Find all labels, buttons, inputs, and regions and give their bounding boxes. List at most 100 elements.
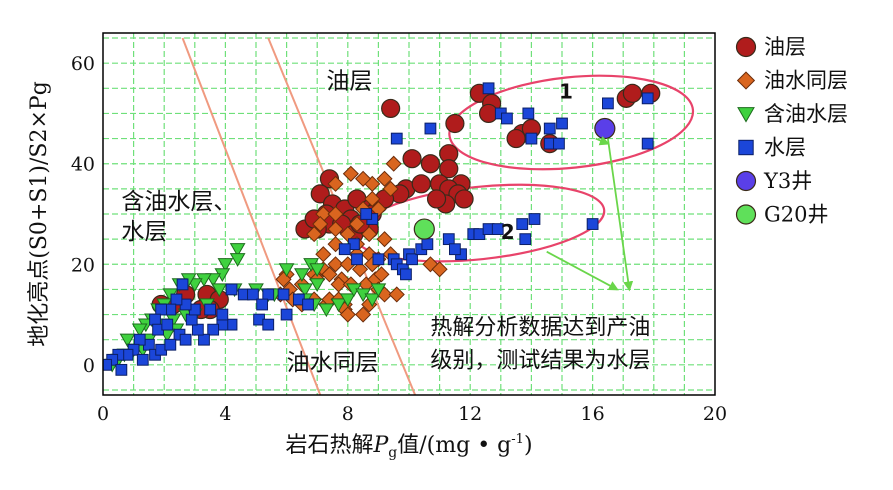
data-point xyxy=(382,180,399,197)
data-point xyxy=(119,333,136,348)
data-point xyxy=(421,238,434,251)
data-point xyxy=(278,263,295,277)
plot-frame xyxy=(102,32,716,396)
y-tick-label: 0 xyxy=(83,355,95,377)
data-point xyxy=(327,236,344,253)
data-point xyxy=(501,112,513,125)
data-point xyxy=(445,113,465,134)
annotation-text: 油水同层 xyxy=(287,350,379,376)
data-point xyxy=(406,253,418,266)
legend-marker xyxy=(735,170,757,192)
cluster-label: 1 xyxy=(559,79,573,103)
data-point xyxy=(506,128,526,149)
legend-marker xyxy=(735,204,757,225)
arrow xyxy=(607,138,634,292)
data-point xyxy=(339,226,356,243)
data-points xyxy=(103,82,661,376)
x-axis-title-end: ) xyxy=(524,433,533,458)
data-point xyxy=(553,137,565,150)
data-point xyxy=(191,323,204,336)
data-point xyxy=(381,98,401,119)
data-point xyxy=(262,318,275,331)
data-point xyxy=(103,358,112,371)
data-point xyxy=(355,306,372,323)
data-point xyxy=(385,155,402,172)
x-tick-label: 16 xyxy=(581,403,605,425)
legend-label: 油水同层 xyxy=(764,69,848,93)
data-point xyxy=(364,190,381,207)
x-axis-title-sup: -1 xyxy=(511,432,524,447)
data-point xyxy=(364,293,381,308)
x-axis-title-var: P xyxy=(372,433,389,458)
data-point xyxy=(426,189,447,209)
y-tick-label: 60 xyxy=(71,53,95,75)
data-point xyxy=(302,298,314,311)
x-tick-label: 12 xyxy=(458,403,482,425)
x-axis-title: 岩石热解Pg值/(mg • g-1) xyxy=(285,432,532,461)
data-point xyxy=(204,303,216,316)
arrows xyxy=(546,135,634,292)
data-point xyxy=(519,233,532,246)
data-point xyxy=(372,253,385,266)
data-point xyxy=(115,363,128,376)
data-point xyxy=(491,223,504,235)
data-point xyxy=(413,218,435,240)
data-point xyxy=(525,132,538,145)
data-point xyxy=(327,175,344,192)
data-point xyxy=(439,159,459,179)
data-point xyxy=(355,170,372,187)
data-point xyxy=(431,261,448,278)
data-point xyxy=(373,266,390,283)
data-point xyxy=(556,117,568,130)
data-point xyxy=(275,271,292,288)
data-point xyxy=(136,353,149,366)
data-point xyxy=(528,213,541,225)
data-point xyxy=(641,92,654,105)
data-point xyxy=(330,298,347,313)
legend-marker xyxy=(735,36,757,58)
legend-marker xyxy=(738,139,754,156)
data-point xyxy=(229,253,246,267)
data-point xyxy=(641,137,654,150)
annotation-text: 含油水层、 xyxy=(121,189,236,215)
data-point xyxy=(155,303,168,316)
legend-label: G20井 xyxy=(764,203,829,227)
data-point xyxy=(321,266,338,283)
x-tick-label: 0 xyxy=(97,403,109,425)
data-point xyxy=(161,318,174,331)
data-point xyxy=(454,189,474,209)
data-point xyxy=(424,122,437,135)
x-axis-title-sub: g xyxy=(388,445,397,461)
legend-marker xyxy=(737,107,755,123)
legend-label: 含油水层 xyxy=(764,102,848,126)
data-point xyxy=(216,308,229,321)
data-point xyxy=(594,117,616,140)
data-point xyxy=(170,293,183,306)
data-point xyxy=(602,97,614,110)
data-point xyxy=(229,243,246,257)
data-point xyxy=(370,283,387,298)
data-point xyxy=(449,243,461,256)
annotation-text: 油层 xyxy=(326,68,372,94)
data-point xyxy=(312,215,329,233)
data-point xyxy=(351,253,363,266)
data-point xyxy=(277,288,290,301)
data-point xyxy=(420,154,441,174)
data-point xyxy=(247,288,259,301)
data-point xyxy=(185,313,198,326)
data-point xyxy=(360,208,373,220)
data-point xyxy=(149,313,161,326)
data-point xyxy=(309,278,326,293)
y-axis-title: 地化亮点(S0+S1)/S2×Pg xyxy=(27,81,52,347)
data-point xyxy=(370,200,387,218)
data-point xyxy=(361,226,378,243)
legend-label: 水层 xyxy=(764,136,806,160)
data-point xyxy=(225,283,238,296)
data-point xyxy=(179,333,192,346)
data-point xyxy=(198,333,210,346)
data-point xyxy=(351,261,369,278)
data-point xyxy=(297,283,313,298)
